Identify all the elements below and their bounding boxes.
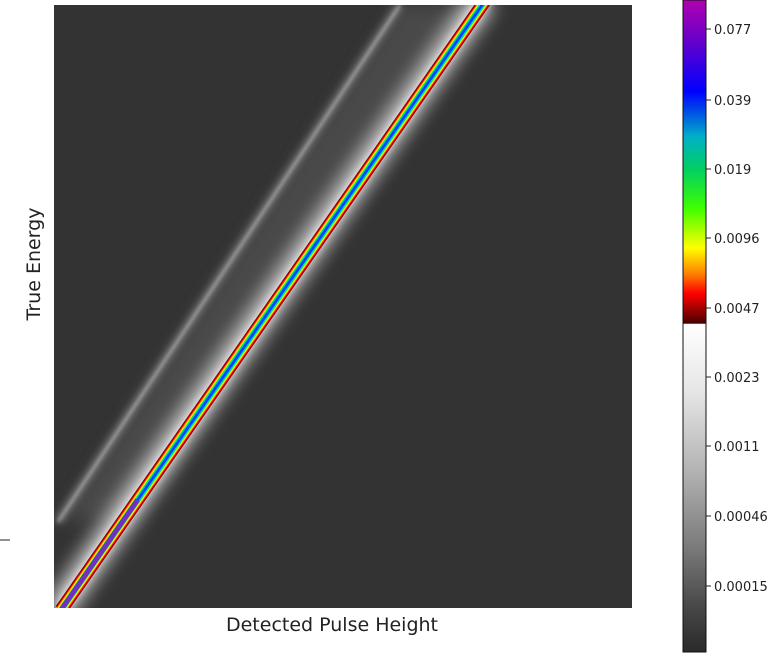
heatmap-plot <box>54 5 632 608</box>
colorbar-tick-label: 0.0011 <box>714 440 760 455</box>
colorbar-tick-label: 0.019 <box>714 163 751 178</box>
colorbar-tick-label: 0.0096 <box>714 232 760 247</box>
colorbar-tick-label: 0.077 <box>714 23 751 38</box>
colorbar: 0.077 0.039 0.019 0.0096 0.0047 0.0023 0.0011 0… <box>682 0 768 653</box>
y-axis-label: True Energy <box>23 208 45 322</box>
compton-edge-core <box>57 5 401 523</box>
colorbar-ticks: 0.077 0.039 0.019 0.0096 0.0047 0.0023 0.0011 0… <box>706 23 768 595</box>
colorbar-tick-label: 0.00015 <box>714 580 768 595</box>
compton-band <box>60 5 470 520</box>
colorbar-tick-label: 0.00046 <box>714 510 768 525</box>
colorbar-tick-label: 0.0047 <box>714 302 760 317</box>
photopeak-ridge <box>55 5 491 608</box>
colorbar-tick-label: 0.039 <box>714 94 751 109</box>
photopeak-ridge-low-end <box>59 498 140 608</box>
x-axis-label: Detected Pulse Height <box>226 614 438 636</box>
colorbar-gradient <box>682 0 707 653</box>
colorbar-tick-label: 0.0023 <box>714 371 760 386</box>
